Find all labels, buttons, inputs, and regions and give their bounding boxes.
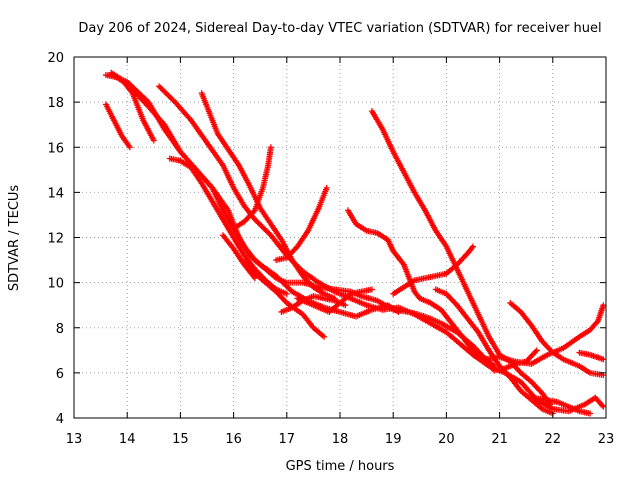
data-point [593,319,600,326]
x-tick-label: 19 [385,432,402,447]
series-track-19 [470,342,540,374]
x-tick-label: 21 [491,432,508,447]
x-tick-label: 18 [332,432,349,447]
data-point [533,347,540,354]
series-track-17 [390,243,476,297]
data-point [547,401,554,408]
x-tick-label: 13 [66,432,83,447]
data-point [600,356,607,363]
axis-ticks: 13 14 15 16 17 18 19 20 21 22 23 4 6 8 10 12 14 16 18 20 [47,51,614,447]
y-tick-label: 20 [47,51,64,66]
series-track-11 [273,184,330,264]
series-track-21 [528,394,594,417]
chart-title: Day 206 of 2024, Sidereal Day-to-day VTE… [78,21,601,36]
x-tick-label: 15 [172,432,189,447]
x-tick-label: 16 [225,432,242,447]
data-point [342,302,349,309]
x-tick-label: 23 [598,432,615,447]
series-track-18 [432,286,556,417]
data-point [368,286,375,293]
data-point [600,403,607,410]
data-point [321,333,328,340]
x-axis-title: GPS time / hours [286,459,395,474]
data-point [267,144,274,151]
data-point [283,290,290,297]
data-point [470,243,476,250]
y-tick-label: 14 [47,186,64,201]
y-axis-title: SDTVAR / TECUs [7,185,22,292]
y-tick-label: 4 [56,412,64,427]
series-track-22 [576,349,607,363]
y-tick-label: 6 [56,367,64,382]
y-tick-label: 16 [47,141,64,156]
x-tick-label: 20 [438,432,455,447]
x-tick-label: 17 [279,432,296,447]
data-point [126,144,133,151]
x-tick-label: 22 [545,432,562,447]
series-track-1 [102,101,133,151]
data-series [102,69,607,417]
data-point [587,410,594,417]
series-track-16 [368,108,554,408]
series-track-6 [166,155,290,297]
series-track-20 [507,299,607,379]
data-point [150,137,157,144]
data-point [323,184,330,191]
y-tick-label: 12 [47,232,64,247]
data-point [600,302,607,309]
data-point [599,402,606,409]
y-tick-label: 10 [47,277,64,292]
x-tick-label: 14 [119,432,136,447]
y-tick-label: 18 [47,96,64,111]
series-track-7 [198,90,338,302]
y-tick-label: 8 [56,322,64,337]
series-track-13 [294,286,375,315]
series-track-9 [230,144,274,232]
